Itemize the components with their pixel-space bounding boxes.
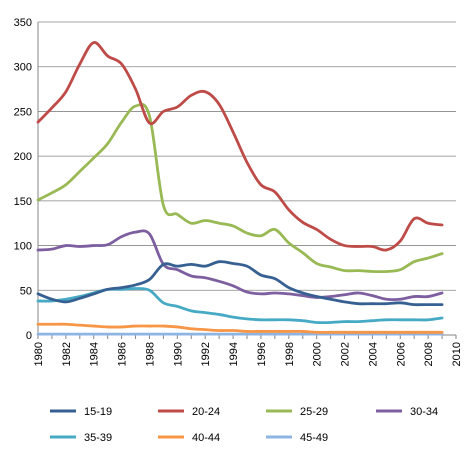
legend-label-40-44: 40-44 (192, 432, 220, 444)
y-axis-tick-labels: 0 50 100 150 200 250 300 350 (14, 17, 32, 342)
gridlines (38, 21, 456, 291)
x-tick-label: 2004 (367, 342, 379, 366)
series-line-20-24 (36, 41, 444, 252)
y-tick-label: 150 (14, 196, 32, 208)
x-tick-label: 2006 (395, 342, 407, 366)
legend: 15-19 20-24 25-29 30-34 35-39 40-44 45-49 (50, 406, 438, 444)
x-tick-label: 2010 (451, 342, 463, 366)
y-tick-label: 350 (14, 17, 32, 29)
x-tick-label: 1988 (144, 342, 156, 366)
series-line-40-44 (36, 322, 444, 334)
x-tick-label: 2002 (340, 342, 352, 366)
y-tick-label: 0 (26, 330, 32, 342)
x-tick-label: 1992 (200, 342, 212, 366)
y-tick-label: 300 (14, 62, 32, 74)
series-line-30-34 (36, 229, 444, 302)
y-tick-label: 50 (20, 285, 32, 297)
legend-label-35-39: 35-39 (84, 432, 112, 444)
y-tick-label: 250 (14, 106, 32, 118)
legend-label-45-49: 45-49 (300, 432, 328, 444)
y-tick-label: 100 (14, 241, 32, 253)
x-axis-tick-labels: 1980 1982 1984 1986 1988 1990 1992 1994 1996 1998… (33, 342, 463, 366)
x-tick-label: 1980 (33, 342, 45, 366)
x-tick-label: 1984 (89, 342, 101, 366)
legend-label-30-34: 30-34 (410, 406, 438, 418)
x-tick-label: 1986 (117, 342, 129, 366)
x-tick-label: 1994 (228, 342, 240, 366)
legend-label-25-29: 25-29 (300, 406, 328, 418)
x-tick-label: 1996 (256, 342, 268, 366)
x-tick-label: 2000 (312, 342, 324, 366)
series-line-15-19 (36, 260, 444, 307)
series-line-25-29 (36, 102, 444, 274)
y-tick-label: 200 (14, 151, 32, 163)
x-tick-label: 1982 (61, 342, 73, 366)
legend-label-20-24: 20-24 (192, 406, 220, 418)
x-tick-label: 1998 (284, 342, 296, 366)
series-lines (36, 41, 444, 336)
x-tick-label: 1990 (172, 342, 184, 366)
x-tick-label: 2008 (423, 342, 435, 366)
legend-label-15-19: 15-19 (84, 406, 112, 418)
